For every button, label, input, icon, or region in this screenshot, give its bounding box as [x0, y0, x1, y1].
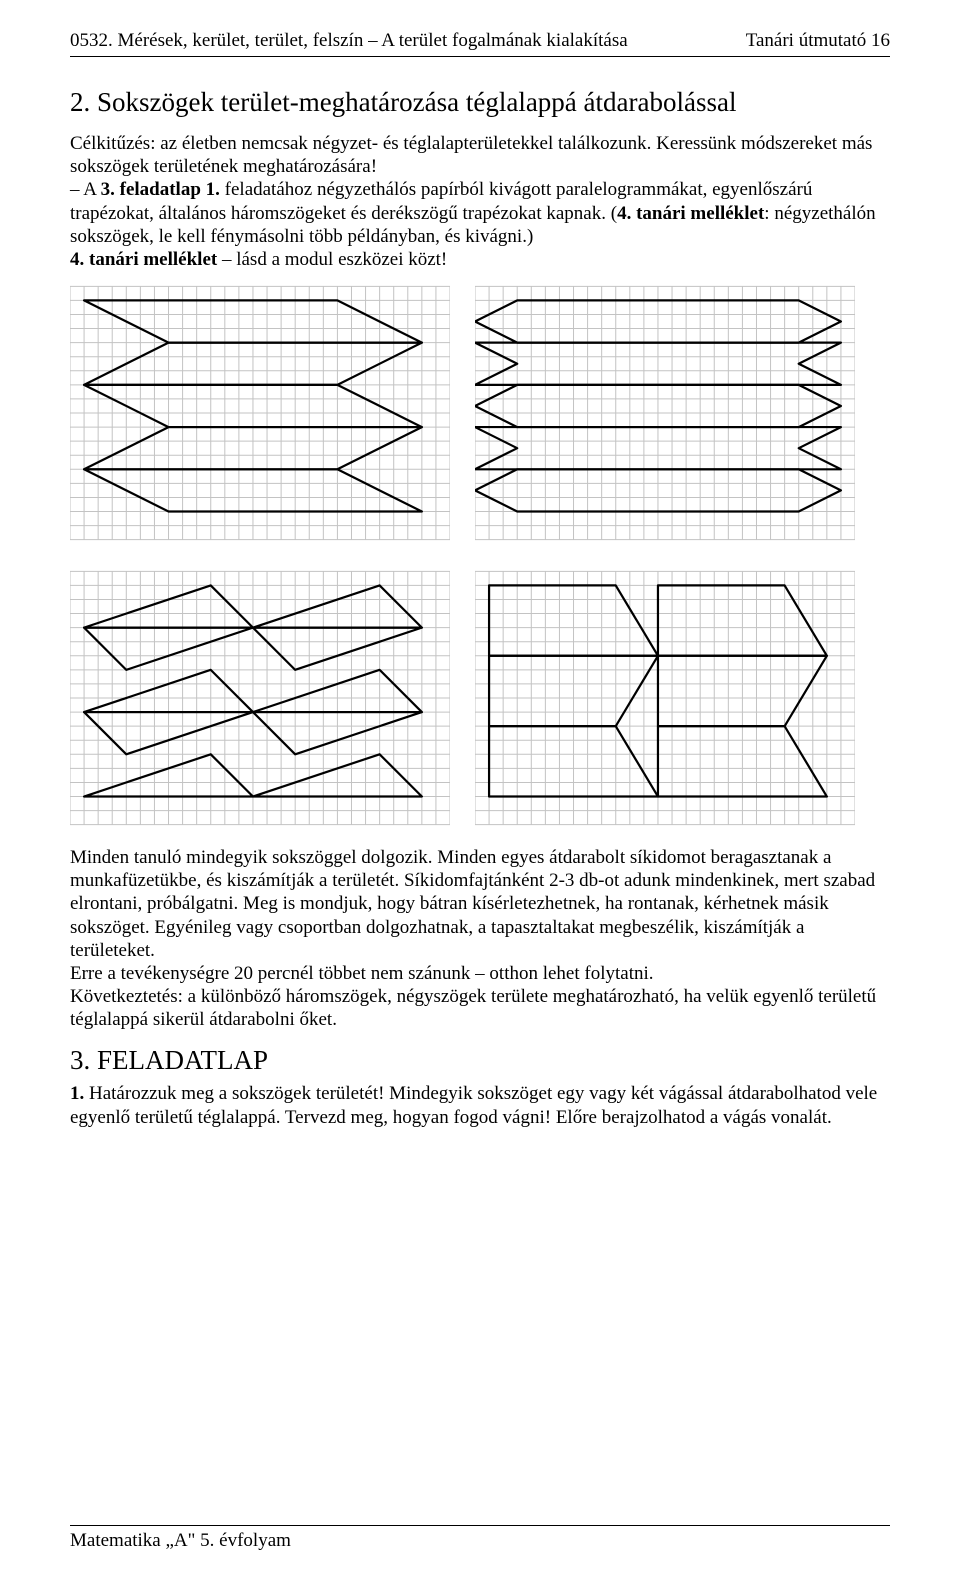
- after-diagrams-p2: Erre a tevékenységre 20 percnél többet n…: [70, 962, 890, 985]
- section-2-title: 2. Sokszögek terület-meghatározása tégla…: [70, 87, 890, 118]
- section-3-title: 3. FELADATLAP: [70, 1045, 890, 1076]
- page-header: 0532. Mérések, kerület, terület, felszín…: [70, 30, 890, 57]
- text-bold: 3. feladatlap 1.: [101, 179, 220, 200]
- section-2-p2: – A 3. feladatlap 1. feladatához négyzet…: [70, 178, 890, 248]
- text-bold: 4. tanári melléklet: [70, 249, 217, 270]
- diagram-grid-panels: [70, 283, 890, 828]
- header-left: 0532. Mérések, kerület, terület, felszín…: [70, 30, 628, 52]
- page-footer: Matematika „A" 5. évfolyam: [70, 1525, 890, 1552]
- after-diagrams-p3: Következtetés: a különböző háromszögek, …: [70, 985, 890, 1031]
- diagram-panel-4: [475, 568, 855, 828]
- task-1: 1. Határozzuk meg a sokszögek területét!…: [70, 1082, 890, 1128]
- diagram-panel-3: [70, 568, 450, 828]
- text: – lásd a modul eszközei közt!: [217, 249, 447, 270]
- task-text: Határozzuk meg a sokszögek területét! Mi…: [70, 1083, 877, 1127]
- after-diagrams-p1: Minden tanuló mindegyik sokszöggel dolgo…: [70, 846, 890, 962]
- footer-text: Matematika „A" 5. évfolyam: [70, 1530, 291, 1551]
- text: – A: [70, 179, 101, 200]
- task-number: 1.: [70, 1083, 84, 1104]
- text-bold: 4. tanári melléklet: [617, 203, 764, 224]
- diagram-panel-2: [475, 283, 855, 543]
- header-right: Tanári útmutató 16: [746, 30, 890, 52]
- section-2-goal: Célkitűzés: az életben nemcsak négyzet- …: [70, 132, 890, 178]
- diagram-panel-1: [70, 283, 450, 543]
- section-2-p3: 4. tanári melléklet – lásd a modul eszkö…: [70, 248, 890, 271]
